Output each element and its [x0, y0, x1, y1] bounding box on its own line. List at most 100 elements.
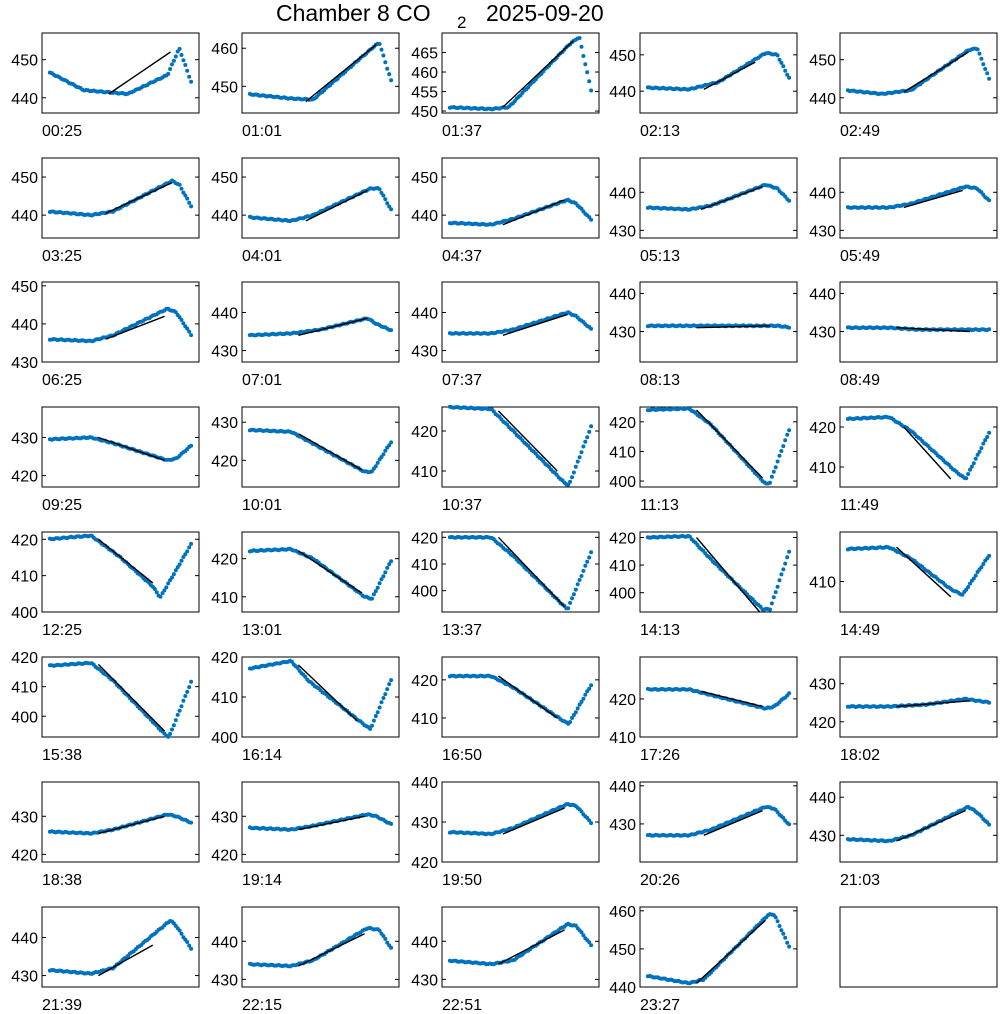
subplot: 400 410 420 16:14	[211, 650, 400, 764]
data-point	[187, 329, 192, 334]
data-point	[589, 943, 594, 948]
y-tick-label: 440	[211, 305, 238, 322]
data-point	[371, 718, 376, 723]
data-point	[779, 928, 784, 933]
data-point	[187, 685, 192, 690]
data-point	[579, 574, 584, 578]
data-point	[571, 592, 576, 597]
subplot: 430 440 21:39	[11, 906, 200, 1014]
y-tick-label: 455	[411, 85, 438, 102]
axes-box	[639, 32, 798, 114]
data-point	[575, 582, 580, 587]
y-tick-label: 430	[411, 815, 438, 832]
data-point	[385, 565, 390, 570]
data-point	[587, 79, 592, 84]
axes-box	[839, 906, 998, 988]
data-point	[979, 56, 984, 61]
axes-box	[639, 531, 798, 613]
axes-box	[639, 406, 798, 488]
time-label: 10:01	[242, 497, 282, 514]
data-point	[377, 42, 382, 46]
y-tick-label: 410	[609, 730, 636, 747]
time-label: 22:51	[442, 997, 482, 1014]
data-point	[687, 534, 692, 539]
fit-line	[703, 809, 763, 836]
data-point	[583, 439, 588, 444]
subplot: 400 410 420 11:13	[609, 406, 798, 514]
data-point	[981, 62, 986, 67]
data-point	[775, 919, 780, 924]
fit-line	[298, 317, 368, 336]
data-point	[173, 568, 178, 573]
y-tick-label: 400	[609, 474, 636, 491]
y-tick-label: 430	[211, 344, 238, 361]
data-point	[781, 931, 786, 936]
data-point	[975, 47, 980, 52]
axes-box	[241, 906, 400, 988]
data-point	[383, 197, 388, 202]
fit-line	[105, 315, 165, 340]
data-point	[389, 440, 394, 445]
data-point	[179, 317, 184, 322]
data-point	[977, 51, 982, 56]
data-point	[170, 727, 174, 732]
y-tick-label: 430	[11, 809, 38, 826]
y-tick-label: 430	[609, 817, 636, 834]
data-point	[987, 327, 992, 332]
axes-box	[839, 781, 998, 863]
y-tick-label: 420	[411, 855, 438, 872]
data-point	[777, 57, 782, 62]
subplot: 400 410 420 12:25	[11, 531, 200, 639]
data-point	[785, 940, 790, 945]
y-tick-label: 420	[609, 415, 636, 432]
data-point	[579, 809, 584, 814]
data-point	[783, 438, 788, 443]
data-point	[987, 430, 992, 435]
subplot: 450 460 01:01	[211, 32, 400, 140]
y-tick-label: 450	[609, 942, 636, 959]
axes-box	[441, 32, 600, 114]
fit-line	[896, 327, 971, 333]
data-point	[566, 482, 571, 487]
figure-title: Chamber 8 CO 2 2025-09-20	[0, 0, 1000, 40]
data-point	[773, 465, 778, 470]
data-point	[379, 577, 384, 582]
data-point	[773, 590, 778, 595]
data-point	[371, 592, 376, 597]
data-point	[189, 679, 194, 684]
y-tick-label: 410	[411, 557, 438, 574]
data-point	[383, 692, 388, 697]
y-tick-label: 440	[609, 779, 636, 796]
data-point	[389, 945, 394, 950]
data-point	[385, 940, 390, 945]
fit-line	[502, 199, 565, 226]
data-point	[387, 562, 392, 567]
axes-box	[41, 781, 200, 863]
data-point	[973, 573, 978, 578]
data-point	[587, 686, 592, 691]
data-point	[175, 712, 180, 717]
data-point	[971, 461, 976, 466]
data-point	[383, 60, 388, 65]
data-point	[389, 328, 394, 333]
data-point	[387, 72, 392, 77]
data-point	[183, 63, 188, 67]
fit-line	[305, 43, 377, 103]
data-point	[977, 449, 982, 454]
data-point	[152, 587, 157, 591]
data-point	[189, 820, 194, 825]
time-label: 05:13	[640, 248, 680, 265]
data-point	[581, 933, 586, 938]
y-tick-label: 440	[609, 980, 636, 997]
data-point	[987, 822, 992, 827]
y-tick-label: 440	[411, 775, 438, 792]
y-tick-label: 420	[211, 453, 238, 470]
y-tick-label: 450	[211, 170, 238, 187]
time-label: 07:37	[442, 372, 482, 389]
y-tick-label: 400	[411, 584, 438, 601]
fit-line	[502, 40, 574, 108]
data-point	[787, 428, 792, 433]
axes-box	[241, 32, 400, 114]
data-point	[385, 687, 390, 692]
y-tick-label: 440	[609, 286, 636, 303]
